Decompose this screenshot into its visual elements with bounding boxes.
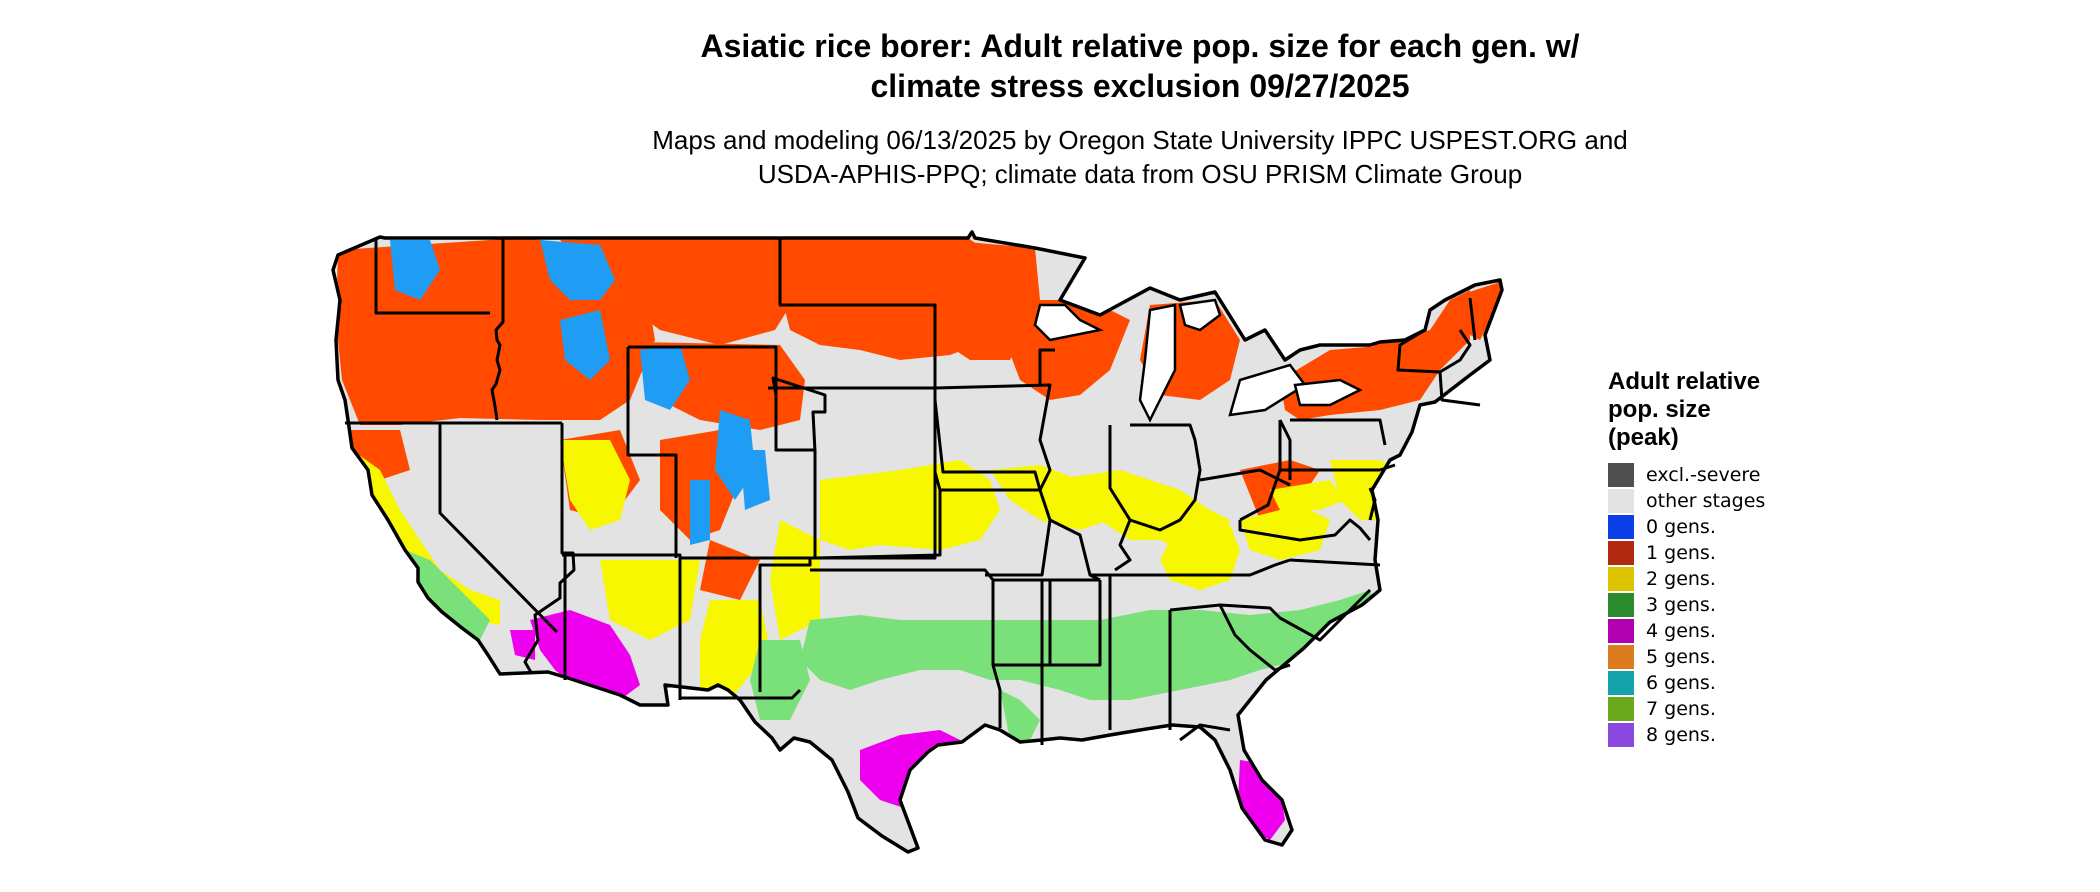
legend-swatch	[1608, 645, 1634, 669]
legend-item: 5 gens.	[1608, 644, 1848, 670]
legend-label: 1 gens.	[1646, 542, 1716, 564]
legend-label: 4 gens.	[1646, 620, 1716, 642]
legend-item: 3 gens.	[1608, 592, 1848, 618]
legend-label: 5 gens.	[1646, 646, 1716, 668]
legend-label: 0 gens.	[1646, 516, 1716, 538]
legend-items: excl.-severe other stages 0 gens. 1 gens. 2 …	[1608, 462, 1848, 748]
title-line-1: Asiatic rice borer: Adult relative pop. …	[700, 28, 1580, 64]
legend-label: 8 gens.	[1646, 724, 1716, 746]
zero-gen-areas	[390, 240, 770, 545]
legend-item: 2 gens.	[1608, 566, 1848, 592]
map-fill-layer	[333, 232, 1502, 883]
map-title: Asiatic rice borer: Adult relative pop. …	[340, 26, 1940, 106]
legend-title-line-2: pop. size	[1608, 396, 1711, 423]
legend-item: 8 gens.	[1608, 722, 1848, 748]
legend-item: excl.-severe	[1608, 462, 1848, 488]
legend-swatch	[1608, 515, 1634, 539]
title-line-2: climate stress exclusion 09/27/2025	[870, 68, 1410, 104]
legend-item: 6 gens.	[1608, 670, 1848, 696]
two-gen-areas	[352, 440, 1400, 700]
state-borders	[345, 238, 1481, 745]
legend-swatch	[1608, 567, 1634, 591]
legend-label: 3 gens.	[1646, 594, 1716, 616]
legend-swatch	[1608, 541, 1634, 565]
legend-label: 7 gens.	[1646, 698, 1716, 720]
legend-item: other stages	[1608, 488, 1848, 514]
subtitle-line-2: USDA-APHIS-PPQ; climate data from OSU PR…	[757, 159, 1523, 189]
legend-swatch	[1608, 671, 1634, 695]
legend-swatch	[1608, 593, 1634, 617]
legend-swatch	[1608, 489, 1634, 513]
legend-item: 4 gens.	[1608, 618, 1848, 644]
five-gen-areas	[1252, 876, 1264, 883]
subtitle-line-1: Maps and modeling 06/13/2025 by Oregon S…	[652, 125, 1628, 155]
legend-label: other stages	[1646, 490, 1766, 512]
legend-item: 1 gens.	[1608, 540, 1848, 566]
legend-swatch	[1608, 619, 1634, 643]
legend-title-line-1: Adult relative	[1608, 368, 1761, 395]
legend-item: 0 gens.	[1608, 514, 1848, 540]
legend-label: 2 gens.	[1646, 568, 1716, 590]
legend-swatch	[1608, 463, 1634, 487]
legend-label: 6 gens.	[1646, 672, 1716, 694]
legend-title-line-3: (peak)	[1608, 424, 1679, 451]
great-lakes	[1033, 298, 1363, 423]
map-legend: Adult relative pop. size (peak) excl.-se…	[1608, 368, 1848, 748]
three-gen-areas	[405, 550, 1380, 740]
legend-swatch	[1608, 723, 1634, 747]
legend-item: 7 gens.	[1608, 696, 1848, 722]
map-subtitle: Maps and modeling 06/13/2025 by Oregon S…	[340, 123, 1940, 191]
legend-title: Adult relative pop. size (peak)	[1608, 368, 1848, 452]
legend-label: excl.-severe	[1646, 464, 1761, 486]
legend-swatch	[1608, 697, 1634, 721]
